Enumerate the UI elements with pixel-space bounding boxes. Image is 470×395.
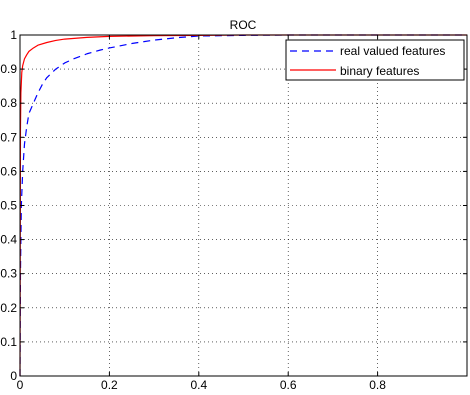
axis-ticks: 0 0.2 0.4 0.6 0.8 0 0.1 0.2 0.3 0.4 0.5 0.6 0.7 0.8 0.… [0,28,467,392]
x-tick-label: 0.8 [369,378,386,392]
y-tick-label: 0.6 [0,164,17,178]
chart-title: ROC [230,18,257,32]
legend-label-binary: binary features [340,64,419,78]
y-tick-label: 0 [10,369,17,383]
series-line-real-valued [19,34,467,377]
x-tick-label: 0.2 [101,378,118,392]
y-tick-label: 0.8 [0,96,17,110]
y-tick-label: 0.2 [0,301,17,315]
legend-box [285,39,465,81]
x-tick-label: 0.6 [280,378,297,392]
x-tick-label: 0 [17,378,24,392]
y-tick-label: 0.7 [0,130,17,144]
x-tick-label: 0.4 [190,378,207,392]
y-tick-label: 0.9 [0,62,17,76]
y-tick-label: 0.4 [0,233,17,247]
legend: real valued features binary features [285,39,465,81]
y-tick-label: 0.3 [0,267,17,281]
y-tick-label: 1 [10,28,17,42]
legend-label-real-valued: real valued features [340,44,445,58]
y-tick-label: 0.5 [0,199,17,213]
y-tick-label: 0.1 [0,335,17,349]
